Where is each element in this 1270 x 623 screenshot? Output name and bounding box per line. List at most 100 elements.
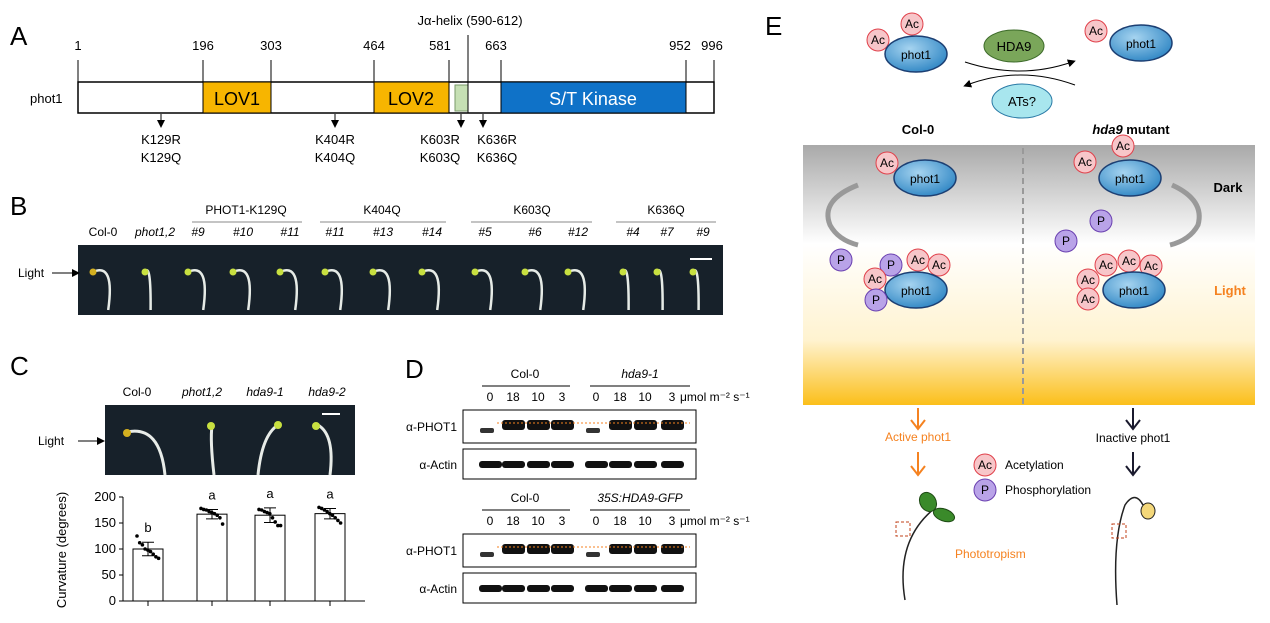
protein-label: phot1 xyxy=(30,91,63,106)
band xyxy=(527,585,550,592)
phot1-protein xyxy=(884,271,948,309)
western-blots: Col-0 hda9-1 0 18 10 3 0 18 10 3 μmol m⁻² s⁻¹ α-PHO… xyxy=(406,367,750,604)
cotyledon xyxy=(471,268,479,276)
seedling xyxy=(372,269,392,311)
cotyledon xyxy=(229,268,237,276)
band xyxy=(502,585,525,592)
hda9-enzyme xyxy=(983,29,1045,63)
band xyxy=(634,420,657,430)
ac-label: Ac xyxy=(1116,139,1130,153)
lane-label: 3 xyxy=(559,390,566,404)
active-arrows xyxy=(910,408,926,477)
data-point xyxy=(199,506,203,511)
position-ticks xyxy=(77,60,715,82)
data-point xyxy=(135,534,139,538)
lane-label: Col-0 xyxy=(89,225,118,239)
active-phot1-label: Active phot1 xyxy=(885,430,951,444)
mutation-label: K636R xyxy=(477,132,517,147)
lane-label: 3 xyxy=(669,390,676,404)
band xyxy=(551,544,574,554)
acetylation-arrow xyxy=(963,74,1076,88)
mutation-label: K129Q xyxy=(141,150,181,165)
bending-region-box xyxy=(1111,523,1127,539)
bar-phot1,2 xyxy=(196,513,228,602)
cotyledon xyxy=(321,268,329,276)
lane-label: 0 xyxy=(593,390,600,404)
band xyxy=(502,461,525,468)
phosphate-group xyxy=(1089,209,1113,233)
band xyxy=(609,461,632,468)
data-point xyxy=(322,508,327,512)
genotype-labels: Col-0 phot1,2 hda9-1 hda9-2 xyxy=(123,385,346,399)
band xyxy=(479,585,502,592)
band xyxy=(661,585,684,592)
seedling xyxy=(187,269,207,311)
data-point xyxy=(215,513,219,517)
bending-region-box xyxy=(895,521,911,537)
lane-label: 10 xyxy=(531,390,545,404)
band xyxy=(609,544,632,554)
panel-label-d: D xyxy=(405,354,424,384)
cotyledon xyxy=(619,268,627,276)
data-point xyxy=(328,511,332,516)
lane-label: 0 xyxy=(487,514,494,528)
phot1-blot xyxy=(462,409,697,444)
data-point xyxy=(325,509,329,514)
phototropism-label: Phototropism xyxy=(955,547,1026,561)
mutant-title: hda9 mutant xyxy=(1092,122,1170,137)
phot1-label: phot1 xyxy=(910,172,940,186)
cotyledon xyxy=(564,268,572,276)
phot1-label: phot1 xyxy=(1119,284,1149,298)
curvature-chart: 0 50 100 150 200 b a a a xyxy=(94,486,365,608)
transition-arrow xyxy=(1169,182,1202,248)
group-label: hda9-1 xyxy=(621,367,658,381)
p-label: P xyxy=(1062,234,1070,248)
group-label: Col-0 xyxy=(511,491,540,505)
lane-label: #13 xyxy=(373,225,393,239)
band xyxy=(480,428,494,433)
phot1-protein xyxy=(1102,271,1166,309)
seedlings-b xyxy=(89,268,700,311)
group-label: K404Q xyxy=(363,203,400,217)
group-label: PHOT1-K129Q xyxy=(205,203,286,217)
pos-label: 464 xyxy=(363,38,385,53)
lane-label: #4 xyxy=(626,225,640,239)
panel-label-c: C xyxy=(10,351,29,381)
data-point xyxy=(218,516,222,520)
band xyxy=(661,544,684,554)
p-label: P xyxy=(887,258,895,272)
lane-label: #7 xyxy=(660,225,675,239)
lane-label: #6 xyxy=(528,225,542,239)
lane-label: #14 xyxy=(422,225,442,239)
antibody-label: α-Actin xyxy=(419,458,457,472)
deacetylation-arrow xyxy=(964,59,1076,72)
mutation-labels: K129R K129Q K404R K404Q K603R K603Q K636… xyxy=(141,132,517,165)
antibody-label: α-Actin xyxy=(419,582,457,596)
phot1-label: phot1 xyxy=(1115,172,1145,186)
cotyledon xyxy=(89,268,97,276)
lane-label: 18 xyxy=(613,390,627,404)
lov1-domain xyxy=(202,81,272,114)
data-point xyxy=(276,523,280,528)
lane-label: 10 xyxy=(638,390,652,404)
pos-label: 952 xyxy=(669,38,691,53)
data-point xyxy=(336,518,340,523)
mutation-arrows xyxy=(157,114,487,128)
mutation-label: K404R xyxy=(315,132,355,147)
cotyledon xyxy=(369,268,377,276)
data-point xyxy=(212,511,217,516)
data-point xyxy=(317,505,321,510)
acetyl-group xyxy=(973,453,997,477)
phot1-protein xyxy=(884,35,948,73)
transgene-groups: PHOT1-K129Q K404Q K603Q K636Q xyxy=(205,203,684,217)
cotyledon xyxy=(653,268,661,276)
seedling xyxy=(232,269,252,311)
band xyxy=(661,461,684,468)
band xyxy=(479,461,502,468)
data-point xyxy=(151,552,155,556)
seedling xyxy=(421,269,441,311)
y-tick-label: 0 xyxy=(109,593,116,608)
significance-letter: a xyxy=(208,487,216,502)
ac-label: Ac xyxy=(911,253,925,267)
phosphate-group xyxy=(1054,229,1078,253)
